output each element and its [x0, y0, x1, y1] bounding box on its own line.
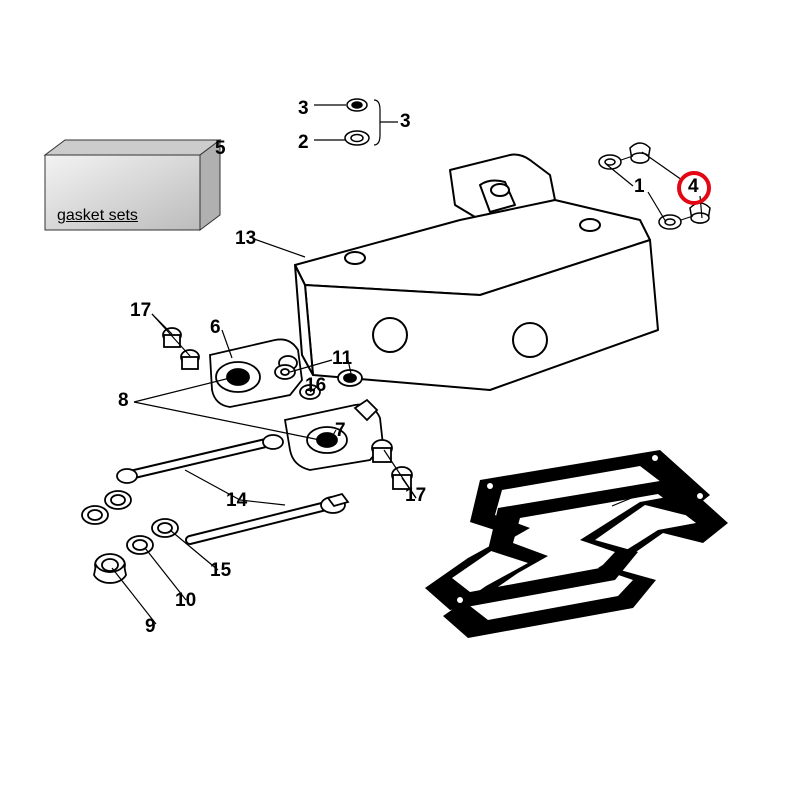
- callout-13: 13: [235, 228, 256, 250]
- callout-14: 14: [226, 490, 247, 512]
- callout-2: 2: [298, 132, 309, 154]
- callout-1: 1: [634, 176, 645, 198]
- callout-3b: 3: [400, 111, 411, 133]
- callout-9: 9: [145, 616, 156, 638]
- callout-10: 10: [175, 590, 196, 612]
- callout-3a: 3: [298, 98, 309, 120]
- callout-4: 4: [688, 176, 699, 198]
- callout-5: 5: [215, 138, 226, 160]
- callout-11: 11: [332, 348, 352, 370]
- callout-7: 7: [335, 420, 346, 442]
- callout-6: 6: [210, 317, 221, 339]
- callout-17b: 17: [405, 485, 426, 507]
- callout-16: 16: [305, 375, 326, 397]
- callout-8: 8: [118, 390, 129, 412]
- diagram-canvas: gasket sets: [0, 0, 800, 800]
- callout-12: 12: [660, 475, 681, 497]
- callout-15: 15: [210, 560, 231, 582]
- callout-17a: 17: [130, 300, 151, 322]
